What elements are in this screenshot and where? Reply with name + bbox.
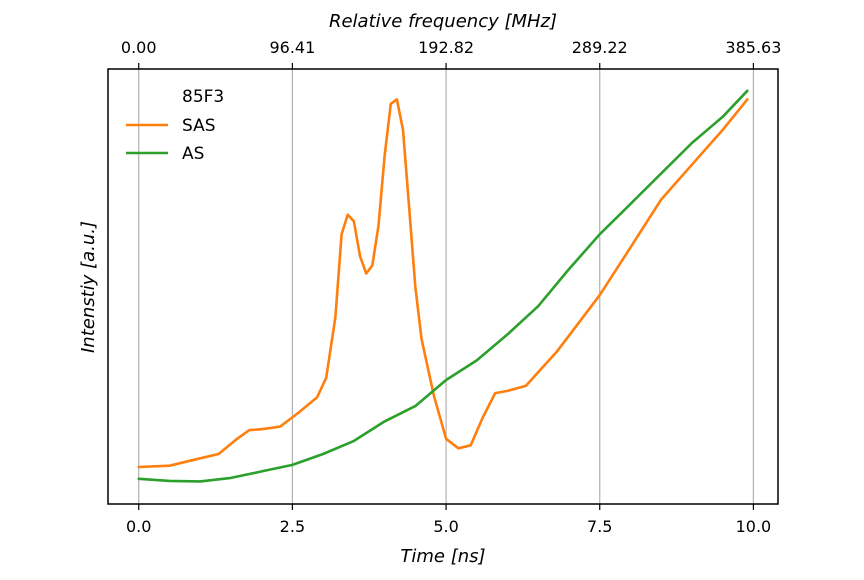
grid-lines bbox=[138, 69, 755, 504]
legend: 85F3 SAS AS bbox=[126, 87, 224, 164]
legend-title: 85F3 bbox=[182, 87, 224, 107]
plot-area-frame bbox=[107, 68, 779, 505]
series-line-sas bbox=[137, 98, 749, 469]
top-tick-label-4: 385.63 bbox=[725, 38, 781, 57]
x-tick-label-2: 5.0 bbox=[433, 517, 458, 536]
x-tick-label-1: 2.5 bbox=[280, 517, 305, 536]
x-tick-label-0: 0.0 bbox=[126, 517, 151, 536]
top-x-axis-label: Relative frequency [MHz] bbox=[329, 11, 557, 32]
top-x-axis: 0.00 96.41 192.82 289.22 385.63 bbox=[121, 38, 781, 69]
top-tick-label-0: 0.00 bbox=[121, 38, 157, 57]
top-tick-label-1: 96.41 bbox=[269, 38, 315, 57]
legend-sas-label: SAS bbox=[182, 116, 216, 136]
legend-as-label: AS bbox=[182, 144, 204, 164]
x-tick-label-3: 7.5 bbox=[587, 517, 612, 536]
series-line-as bbox=[137, 89, 749, 483]
x-tick-label-4: 10.0 bbox=[736, 517, 772, 536]
x-axis-label: Time [ns] bbox=[400, 546, 485, 567]
series-layer bbox=[137, 89, 749, 483]
top-tick-label-2: 192.82 bbox=[418, 38, 474, 57]
top-tick-label-3: 289.22 bbox=[572, 38, 628, 57]
bottom-x-axis: 0.0 2.5 5.0 7.5 10.0 bbox=[126, 504, 771, 536]
y-axis-label: Intenstiy [a.u.] bbox=[78, 221, 99, 353]
